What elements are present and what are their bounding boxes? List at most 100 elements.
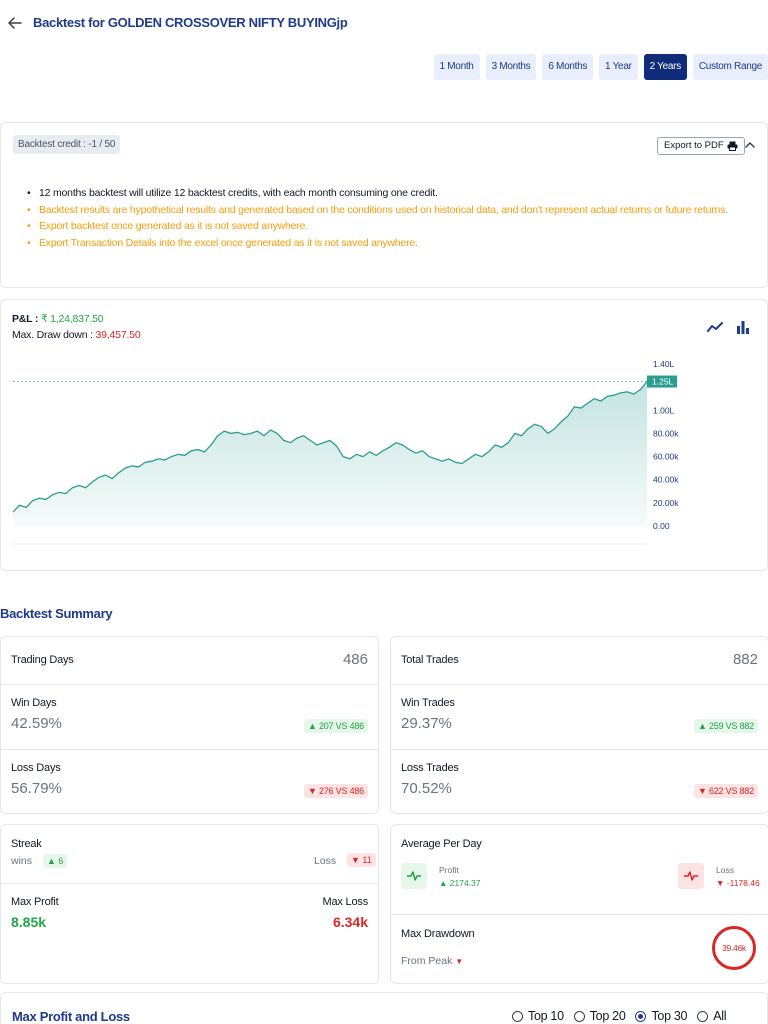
note-item: Export Transaction Details into the exce… bbox=[27, 235, 747, 252]
y-tick-label: 80.00k bbox=[653, 428, 679, 438]
loss-days-label: Loss Days bbox=[11, 762, 61, 774]
loss-icon-box bbox=[678, 863, 704, 889]
win-days-row: Win Days 42.59% ▲ 207 VS 486 bbox=[1, 685, 378, 750]
range-custom-button[interactable]: Custom Range bbox=[692, 54, 768, 80]
radio-circle[interactable] bbox=[635, 1010, 647, 1022]
avg-profit-value: ▲ 2174.37 bbox=[439, 878, 481, 888]
radio-circle[interactable] bbox=[697, 1010, 709, 1022]
average-per-day-label: Average Per Day bbox=[401, 838, 482, 850]
max-drawdown-ring: 39.46k bbox=[712, 926, 756, 970]
range-6-months-button[interactable]: 6 Months bbox=[542, 54, 594, 80]
average-drawdown-card: Average Per Day Profit ▲ 2174.37 Loss ▼ … bbox=[390, 824, 768, 984]
max-profit-loss-row: Max Profit 8.85k Max Loss 6.34k bbox=[1, 884, 378, 985]
pnl-value: ₹ 1,24,837.50 bbox=[40, 313, 104, 325]
line-chart-icon[interactable] bbox=[707, 320, 723, 334]
from-peak-label: From Peak ▼ bbox=[401, 955, 463, 967]
trades-stats-card: Total Trades 882 Win Trades 29.37% ▲ 259… bbox=[390, 636, 768, 814]
y-tick-label: 40.00k bbox=[653, 475, 679, 485]
loss-trades-label: Loss Trades bbox=[401, 762, 459, 774]
avg-profit-label: Profit bbox=[439, 865, 459, 875]
average-per-day-row: Average Per Day Profit ▲ 2174.37 Loss ▼ … bbox=[391, 825, 768, 915]
max-profit-loss-title: Max Profit and Loss bbox=[12, 1009, 130, 1024]
note-item: Export backtest once generated as it is … bbox=[27, 218, 747, 235]
loss-trades-row: Loss Trades 70.52% ▼ 622 VS 882 bbox=[391, 750, 768, 815]
range-1-year-button[interactable]: 1 Year bbox=[599, 54, 638, 80]
radio-all[interactable]: All bbox=[697, 1009, 727, 1023]
y-tick-label: 1.40L bbox=[653, 359, 675, 369]
page-title: Backtest for GOLDEN CROSSOVER NIFTY BUYI… bbox=[33, 15, 348, 30]
bar-chart-icon[interactable] bbox=[736, 320, 750, 334]
radio-circle[interactable] bbox=[512, 1010, 523, 1022]
pnl-label: P&L : bbox=[12, 313, 39, 325]
max-profit-label: Max Profit bbox=[11, 896, 59, 908]
date-range-selector: 1 Month 3 Months 6 Months 1 Year 2 Years… bbox=[433, 54, 768, 80]
profit-icon-box bbox=[401, 863, 427, 889]
trading-days-row: Trading Days 486 bbox=[1, 637, 378, 685]
max-profit-value: 8.85k bbox=[11, 914, 47, 930]
streak-label: Streak bbox=[11, 838, 42, 850]
radio-label: Top 10 bbox=[528, 1009, 564, 1023]
drawdown-label: Max. Draw down : bbox=[12, 329, 93, 341]
win-days-label: Win Days bbox=[11, 697, 57, 709]
streak-loss-label: Loss bbox=[314, 855, 337, 867]
win-days-pct: 42.59% bbox=[11, 715, 62, 732]
export-pdf-button[interactable]: Export to PDF bbox=[657, 137, 745, 155]
note-item: 12 months backtest will utilize 12 backt… bbox=[27, 185, 747, 202]
win-days-badge: ▲ 207 VS 486 bbox=[303, 719, 368, 733]
top-filter-radio-group: Top 10 Top 20 Top 30 All bbox=[512, 1009, 727, 1023]
range-2-years-button[interactable]: 2 Years bbox=[643, 54, 687, 80]
pulse-icon bbox=[407, 871, 421, 881]
from-peak-text: From Peak bbox=[401, 955, 453, 967]
loss-trades-badge: ▼ 622 VS 882 bbox=[693, 784, 758, 798]
note-item: Backtest results are hypothetical result… bbox=[27, 202, 747, 219]
max-drawdown-summary: Max. Draw down : 39,457.50 bbox=[12, 329, 141, 341]
max-drawdown-row: Max Drawdown From Peak ▼ 39.46k bbox=[391, 915, 768, 985]
win-trades-row: Win Trades 29.37% ▲ 259 VS 882 bbox=[391, 685, 768, 750]
radio-top-30[interactable]: Top 30 bbox=[635, 1009, 688, 1023]
range-3-months-button[interactable]: 3 Months bbox=[485, 54, 537, 80]
total-trades-row: Total Trades 882 bbox=[391, 637, 768, 685]
radio-top-10[interactable]: Top 10 bbox=[512, 1009, 564, 1023]
radio-circle[interactable] bbox=[573, 1010, 585, 1022]
trading-days-label: Trading Days bbox=[11, 654, 74, 666]
pnl-area-fill bbox=[13, 381, 647, 526]
y-tick-label: 20.00k bbox=[653, 498, 679, 508]
backtest-info-card: Backtest credit : -1 / 50 Export to PDF … bbox=[0, 122, 768, 288]
max-profit-loss-card: Max Profit and Loss Top 10 Top 20 Top 30… bbox=[0, 992, 768, 1024]
backtest-notes-list: 12 months backtest will utilize 12 backt… bbox=[27, 185, 747, 251]
win-trades-pct: 29.37% bbox=[401, 715, 452, 732]
y-tick-label: 1.00L bbox=[653, 405, 675, 415]
export-pdf-label: Export to PDF bbox=[664, 140, 724, 151]
pnl-chart-card: P&L : ₹ 1,24,837.50 Max. Draw down : 39,… bbox=[0, 299, 768, 571]
radio-top-20[interactable]: Top 20 bbox=[573, 1009, 626, 1023]
streak-wins-badge: ▲ 6 bbox=[43, 854, 68, 868]
avg-loss-label: Loss bbox=[716, 865, 734, 875]
y-tick-label: 60.00k bbox=[653, 452, 679, 462]
current-value-badge bbox=[647, 375, 677, 388]
pnl-series-line bbox=[12, 381, 648, 513]
current-value-label: 1.25L bbox=[652, 377, 674, 387]
streak-wins-label: wins bbox=[11, 855, 33, 867]
total-trades-label: Total Trades bbox=[401, 654, 459, 666]
streak-profit-card: Streak wins ▲ 6 Loss ▼ 11 Max Profit 8.8… bbox=[0, 824, 379, 984]
win-trades-badge: ▲ 259 VS 882 bbox=[693, 719, 758, 733]
loss-days-row: Loss Days 56.79% ▼ 276 VS 486 bbox=[1, 750, 378, 815]
drawdown-value: 39,457.50 bbox=[95, 329, 141, 341]
max-loss-label: Max Loss bbox=[322, 896, 369, 908]
radio-label: Top 20 bbox=[589, 1009, 626, 1023]
loss-trades-pct: 70.52% bbox=[401, 780, 452, 797]
max-drawdown-label: Max Drawdown bbox=[401, 928, 475, 940]
backtest-credit-badge: Backtest credit : -1 / 50 bbox=[13, 135, 121, 154]
trading-days-value: 486 bbox=[342, 651, 368, 668]
caret-down-icon: ▼ bbox=[455, 957, 464, 966]
range-1-month-button[interactable]: 1 Month bbox=[433, 54, 480, 80]
arrow-left-icon[interactable] bbox=[6, 14, 24, 32]
loss-days-badge: ▼ 276 VS 486 bbox=[303, 784, 368, 798]
backtest-summary-title: Backtest Summary bbox=[0, 606, 113, 621]
win-trades-label: Win Trades bbox=[401, 697, 455, 709]
pnl-area-chart: 0.00 20.00k 40.00k 60.00k 80.00k 1.00L 1.25L 1.… bbox=[12, 359, 679, 545]
streak-loss-badge: ▼ 11 bbox=[347, 853, 376, 867]
chevron-up-icon[interactable] bbox=[743, 138, 757, 152]
streak-row: Streak wins ▲ 6 Loss ▼ 11 bbox=[1, 825, 378, 884]
avg-loss-value: ▼ -1178.46 bbox=[716, 878, 760, 888]
